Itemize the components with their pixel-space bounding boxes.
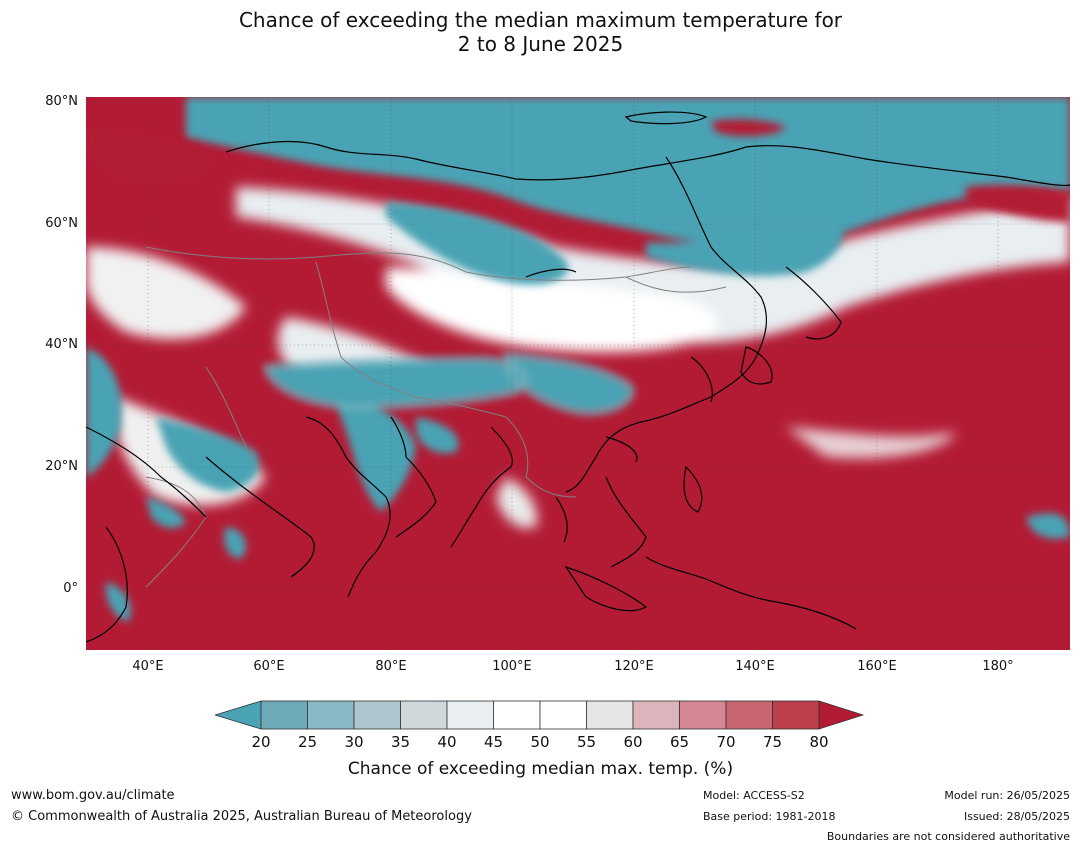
title-line-2: 2 to 8 June 2025 (457, 32, 624, 56)
colorbar-tick-label: 55 (576, 733, 597, 751)
lon-label-160e: 160°E (857, 659, 897, 674)
issued-text: Issued: 28/05/2025 (963, 810, 1070, 823)
colorbar-extend-high (818, 700, 865, 730)
title-line-1: Chance of exceeding the median maximum t… (238, 8, 843, 32)
colorbar-tick-label: 50 (530, 733, 550, 751)
colorbar-cell (679, 700, 727, 730)
lat-label-80n: 80°N (45, 94, 78, 109)
colorbar-tick-label: 30 (344, 733, 364, 751)
contour-rims (262, 351, 635, 416)
lat-label-60n: 60°N (45, 216, 78, 231)
lat-label-40n: 40°N (45, 337, 78, 352)
coastlines (86, 111, 1070, 643)
probability-map (86, 97, 1070, 650)
lat-label-0: 0° (63, 581, 78, 596)
colorbar-cell (772, 700, 820, 730)
colorbar (215, 700, 865, 730)
colorbar-tick-label: 60 (623, 733, 643, 751)
colorbar-cell (260, 700, 308, 730)
lon-label-180: 180° (982, 659, 1014, 674)
lon-label-80e: 80°E (375, 659, 407, 674)
colorbar-cell (632, 700, 680, 730)
colorbar-cell (400, 700, 448, 730)
model-text: Model: ACCESS-S2 (703, 789, 805, 802)
colorbar-tick-label: 35 (390, 733, 411, 751)
website-link[interactable]: www.bom.gov.au/climate (11, 788, 175, 803)
lon-label-140e: 140°E (735, 659, 775, 674)
model-run-text: Model run: 26/05/2025 (944, 789, 1070, 802)
colorbar-cell (586, 700, 634, 730)
colorbar-tick-label: 80 (809, 733, 829, 751)
colorbar-title: Chance of exceeding median max. temp. (%… (347, 759, 734, 779)
lon-label-100e: 100°E (492, 659, 532, 674)
lon-label-60e: 60°E (253, 659, 285, 674)
lat-label-20n: 20°N (45, 459, 78, 474)
base-period-text: Base period: 1981-2018 (703, 810, 836, 823)
country-borders (145, 246, 727, 588)
copyright-text: © Commonwealth of Australia 2025, Austra… (11, 809, 472, 824)
colorbar-tick-label: 45 (483, 733, 504, 751)
colorbar-cell (725, 700, 773, 730)
warm-blobs-north (86, 119, 1070, 222)
lon-label-40e: 40°E (132, 659, 164, 674)
colorbar-tick-label: 65 (669, 733, 690, 751)
colorbar-cell (307, 700, 355, 730)
graticule (86, 97, 1070, 650)
lon-label-120e: 120°E (614, 659, 654, 674)
colorbar-cell (446, 700, 494, 730)
colorbar-tick-label: 70 (716, 733, 736, 751)
map-title: Chance of exceeding the median maximum t… (0, 8, 1081, 56)
colorbar-extend-low (215, 700, 262, 730)
colorbar-tick-label: 25 (297, 733, 318, 751)
map-svg (86, 97, 1070, 650)
colorbar-tick-label: 20 (251, 733, 271, 751)
colorbar-tick-label: 75 (762, 733, 783, 751)
colorbar-cell (493, 700, 541, 730)
colorbar-cell (353, 700, 401, 730)
colorbar-tick-label: 40 (437, 733, 457, 751)
colorbar-cell (539, 700, 587, 730)
disclaimer-text: Boundaries are not considered authoritat… (826, 830, 1070, 843)
